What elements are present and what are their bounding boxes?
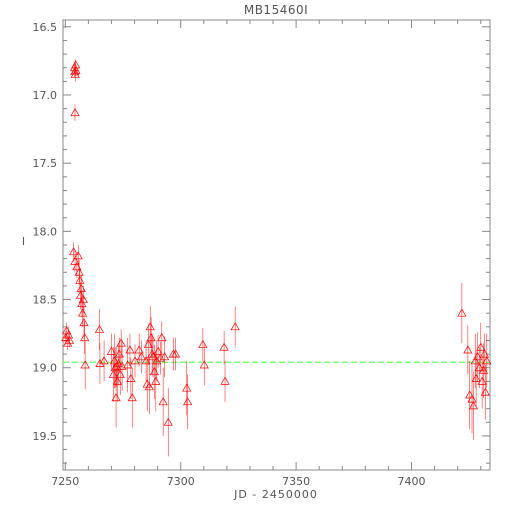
y-tick-label: 19.5 — [33, 430, 58, 443]
data-point — [94, 324, 105, 333]
data-point — [477, 376, 487, 385]
data-point — [70, 69, 80, 78]
data-point — [144, 382, 154, 391]
data-point — [69, 247, 79, 256]
data-point — [64, 335, 75, 344]
data-point — [95, 358, 105, 367]
data-point — [125, 345, 135, 354]
data-point — [77, 298, 87, 307]
data-point — [158, 397, 168, 406]
data-points — [61, 59, 492, 457]
data-point — [219, 342, 229, 351]
data-point — [70, 108, 80, 117]
data-point — [147, 349, 157, 358]
data-point — [198, 339, 208, 348]
data-point — [73, 251, 83, 260]
data-point — [149, 367, 160, 376]
y-tick-label: 17.5 — [33, 157, 58, 170]
data-point — [111, 393, 121, 402]
y-tick-label: 19.0 — [33, 362, 58, 375]
data-point — [471, 373, 481, 382]
data-point — [163, 417, 173, 426]
data-point — [117, 361, 127, 370]
data-point — [457, 308, 467, 317]
plot-frame — [62, 19, 491, 471]
data-point — [480, 387, 490, 396]
x-tick-label: 7300 — [167, 475, 195, 488]
data-point — [468, 401, 478, 410]
y-axis-label: I — [22, 235, 26, 248]
y-tick-label: 18.5 — [33, 294, 58, 307]
x-tick-label: 7400 — [398, 475, 426, 488]
data-point — [199, 360, 209, 369]
data-point — [75, 275, 85, 284]
data-point — [183, 397, 193, 406]
data-point — [80, 360, 90, 369]
data-point — [123, 360, 133, 369]
data-point — [130, 356, 140, 365]
data-point — [474, 363, 484, 372]
data-point — [465, 390, 475, 399]
data-point — [479, 349, 490, 358]
y-tick-label: 17.0 — [33, 89, 58, 102]
data-point — [157, 333, 167, 342]
data-point — [476, 342, 486, 351]
chart-title: MB15460I — [244, 3, 308, 17]
data-point — [134, 345, 144, 354]
x-axis-label: JD - 2450000 — [233, 488, 318, 501]
data-point — [110, 363, 120, 372]
data-point — [155, 353, 166, 362]
data-point — [78, 308, 88, 317]
data-point — [220, 376, 230, 385]
data-point — [141, 356, 151, 365]
data-point — [99, 356, 109, 365]
data-point — [71, 65, 81, 74]
data-point — [127, 393, 137, 402]
data-point — [80, 333, 90, 342]
data-point — [152, 356, 162, 365]
x-tick-label: 7350 — [282, 475, 310, 488]
data-point — [109, 356, 120, 365]
data-point — [74, 267, 84, 276]
data-point — [482, 356, 492, 365]
data-point — [159, 352, 170, 361]
data-point — [72, 262, 82, 271]
data-point — [182, 383, 192, 392]
data-point — [470, 356, 480, 365]
data-point — [463, 345, 473, 354]
data-point — [148, 352, 158, 361]
data-point — [145, 322, 155, 331]
data-point — [112, 376, 123, 385]
data-point — [116, 338, 126, 347]
x-tick-label: 7250 — [51, 475, 79, 488]
y-tick-label: 18.0 — [33, 225, 58, 238]
data-point — [136, 352, 147, 361]
data-point — [153, 346, 163, 355]
y-tick-label: 16.5 — [33, 21, 58, 34]
data-point — [78, 294, 88, 303]
data-point — [79, 318, 89, 327]
data-point — [151, 376, 161, 385]
data-point — [230, 322, 240, 331]
data-point — [75, 290, 86, 299]
data-point — [467, 394, 477, 403]
data-point — [126, 373, 136, 382]
data-point — [171, 349, 181, 358]
axes: 7250 7300 7350 7400 16.5 17.0 17.5 18.0 18.5 19.0… — [33, 19, 491, 488]
